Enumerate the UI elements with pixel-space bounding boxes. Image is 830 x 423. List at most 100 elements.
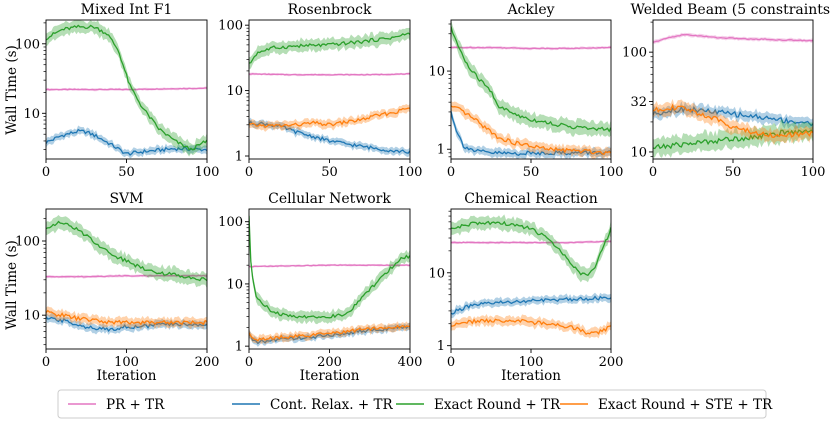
x-tick-label: 0 bbox=[42, 355, 50, 370]
plot-area bbox=[451, 20, 611, 159]
x-tick-label: 100 bbox=[195, 165, 220, 180]
legend-label: Exact Round + STE + TR bbox=[598, 397, 773, 413]
plot-area bbox=[46, 215, 207, 335]
legend-label: Cont. Relax. + TR bbox=[270, 397, 393, 413]
band-exact-round-tr bbox=[653, 119, 813, 158]
series-line-exact-round-ste-tr bbox=[46, 309, 207, 326]
x-tick-label: 0 bbox=[649, 165, 657, 180]
x-tick-label: 0 bbox=[447, 355, 455, 370]
band-cont-relax-tr bbox=[46, 125, 207, 159]
series-line-exact-round-tr bbox=[46, 24, 207, 151]
axes-frame bbox=[450, 19, 612, 160]
y-tick-label: 100 bbox=[218, 215, 243, 230]
band-cont-relax-tr bbox=[451, 106, 611, 159]
panel-mixed-int-f1: Mixed Int F1 10 100 0 50 100 bbox=[15, 2, 219, 180]
y-tick-label: 10 bbox=[226, 84, 243, 99]
series-line-exact-round-ste-tr bbox=[249, 107, 410, 129]
y-tick-label: 100 bbox=[218, 19, 243, 34]
x-tick-label: 100 bbox=[599, 165, 624, 180]
legend-entry-exact-round-ste-tr: Exact Round + STE + TR bbox=[560, 397, 773, 413]
band-exact-round-tr bbox=[249, 27, 410, 69]
y-tick-label: 10 bbox=[428, 65, 445, 80]
legend: PR + TR Cont. Relax. + TR Exact Round + TR… bbox=[57, 389, 773, 419]
series-line-exact-round-ste-tr bbox=[451, 318, 611, 335]
x-tick-label: 200 bbox=[317, 355, 342, 370]
series-line-exact-round-ste-tr bbox=[249, 324, 410, 342]
x-tick-label: 0 bbox=[245, 165, 253, 180]
series-line-pr-tr bbox=[46, 274, 207, 278]
y-axis-label-row2: Wall Time (s) bbox=[4, 240, 20, 330]
panel-title: Welded Beam (5 constraints) bbox=[630, 2, 830, 18]
panel-title: Ackley bbox=[506, 2, 554, 18]
x-tick-label: 200 bbox=[195, 355, 220, 370]
x-tick-label: 50 bbox=[725, 165, 742, 180]
legend-entry-exact-round-tr: Exact Round + TR bbox=[396, 397, 561, 413]
panel-rosenbrock: Rosenbrock 1 10 100 0 50 100 bbox=[218, 2, 422, 180]
y-tick-label: 1 bbox=[437, 143, 445, 158]
panel-title: SVM bbox=[109, 191, 143, 207]
y-tick-label: 1 bbox=[235, 150, 243, 165]
y-tick-label: 100 bbox=[15, 37, 40, 52]
plot-area bbox=[249, 27, 410, 158]
series-line-pr-tr bbox=[451, 240, 611, 244]
band-exact-round-tr bbox=[46, 20, 207, 157]
series-line-cont-relax-tr bbox=[46, 128, 207, 156]
series-line-cont-relax-tr bbox=[451, 111, 611, 157]
y-tick-label: 10 bbox=[23, 309, 40, 324]
band-cont-relax-tr bbox=[451, 292, 611, 319]
y-tick-label: 1 bbox=[235, 340, 243, 355]
x-tick-label: 0 bbox=[42, 165, 50, 180]
x-axis-label: Iteration bbox=[501, 368, 561, 384]
plot-area bbox=[653, 32, 813, 158]
band-exact-round-ste-tr bbox=[451, 314, 611, 339]
panel-svm: SVM 10 100 0 100 200 Iteration bbox=[15, 191, 219, 384]
series-line-pr-tr bbox=[451, 46, 611, 50]
legend-entry-cont-relax-tr: Cont. Relax. + TR bbox=[232, 397, 393, 413]
y-tick-label: 10 bbox=[23, 107, 40, 122]
x-axis-label: Iteration bbox=[300, 368, 360, 384]
plot-area bbox=[46, 20, 207, 159]
x-tick-label: 50 bbox=[118, 165, 135, 180]
series-line-exact-round-ste-tr bbox=[653, 103, 813, 138]
x-tick-label: 100 bbox=[398, 165, 423, 180]
series-line-exact-round-tr bbox=[249, 215, 410, 319]
x-tick-label: 100 bbox=[114, 355, 139, 370]
plot-area bbox=[451, 214, 611, 339]
x-tick-label: 100 bbox=[519, 355, 544, 370]
series-line-exact-round-tr bbox=[451, 26, 611, 133]
x-tick-label: 0 bbox=[245, 355, 253, 370]
panel-title: Chemical Reaction bbox=[464, 191, 597, 207]
x-tick-label: 0 bbox=[447, 165, 455, 180]
series-line-exact-round-tr bbox=[249, 32, 410, 64]
panel-title: Rosenbrock bbox=[288, 2, 372, 18]
x-tick-label: 50 bbox=[523, 165, 540, 180]
series-line-exact-round-ste-tr bbox=[451, 105, 611, 156]
band-exact-round-tr bbox=[451, 20, 611, 138]
y-tick-label: 100 bbox=[622, 46, 647, 61]
y-tick-label: 1 bbox=[437, 339, 445, 354]
series-line-pr-tr bbox=[249, 264, 410, 268]
series-line-exact-round-tr bbox=[46, 220, 207, 282]
series-line-cont-relax-tr bbox=[653, 105, 813, 127]
band-exact-round-ste-tr bbox=[46, 306, 207, 330]
x-axis-label: Iteration bbox=[97, 368, 157, 384]
series-line-cont-relax-tr bbox=[46, 316, 207, 332]
series-line-cont-relax-tr bbox=[249, 325, 410, 345]
series-line-pr-tr bbox=[249, 72, 410, 76]
panel-title: Mixed Int F1 bbox=[81, 2, 173, 18]
y-tick-label: 10 bbox=[630, 145, 647, 160]
x-tick-label: 50 bbox=[321, 165, 338, 180]
y-axis-label-row1: Wall Time (s) bbox=[4, 45, 20, 135]
series-line-exact-round-tr bbox=[653, 129, 813, 150]
band-exact-round-ste-tr bbox=[249, 104, 410, 132]
panel-welded-beam-5-constraints: Welded Beam (5 constraints) 10 32 100 0 50 100 bbox=[622, 2, 830, 180]
y-tick-label: 32 bbox=[630, 95, 647, 110]
x-tick-label: 100 bbox=[801, 165, 826, 180]
series-line-pr-tr bbox=[46, 87, 207, 91]
panel-title: Cellular Network bbox=[268, 191, 391, 207]
legend-entry-pr-tr: PR + TR bbox=[68, 397, 165, 413]
